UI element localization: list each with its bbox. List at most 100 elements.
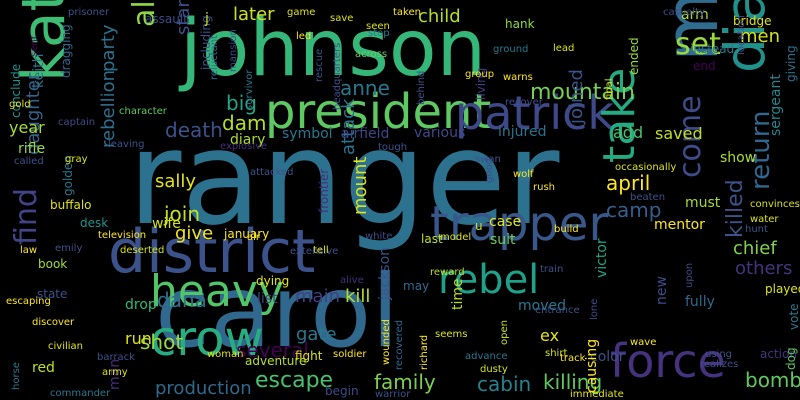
cloud-word: victor	[594, 238, 610, 278]
cloud-word: convinces	[750, 199, 800, 210]
cloud-word: instead	[690, 42, 735, 56]
cloud-word: save	[330, 13, 354, 24]
cloud-word: alive	[340, 275, 364, 286]
cloud-word: mansion	[228, 29, 239, 72]
cloud-word: captain	[58, 117, 96, 128]
cloud-word: various	[414, 125, 466, 141]
cloud-word: lead	[553, 43, 575, 54]
cloud-word: using	[705, 349, 733, 360]
cloud-word: seen	[366, 21, 390, 32]
cloud-word: escape	[255, 368, 334, 393]
cloud-word: upon	[684, 262, 695, 288]
cloud-word: group	[465, 69, 495, 80]
cloud-word: begin	[325, 384, 359, 398]
cloud-word: hank	[505, 17, 535, 31]
cloud-word: discover	[32, 317, 75, 328]
cloud-word: desk	[80, 216, 109, 230]
cloud-word: last	[421, 232, 443, 246]
cloud-word: red	[32, 360, 55, 376]
cloud-word: wounded	[381, 319, 392, 365]
cloud-word: ground	[493, 44, 529, 55]
cloud-word: others	[735, 258, 793, 279]
cloud-word: ended	[627, 37, 641, 75]
cloud-word: state	[37, 287, 68, 301]
cloud-word: dying	[256, 274, 290, 288]
cloud-word: open	[499, 320, 510, 345]
cloud-word: list	[257, 291, 278, 307]
cloud-word: vote	[787, 303, 800, 330]
cloud-word: sent	[29, 35, 40, 57]
cloud-word: attacked	[250, 167, 294, 178]
cloud-word: death	[165, 118, 223, 142]
cloud-word: time	[450, 278, 466, 310]
cloud-word: shot	[140, 330, 184, 354]
cloud-word: commander	[50, 388, 111, 399]
cloud-word: behind	[416, 70, 427, 105]
cloud-word: keith	[31, 53, 47, 88]
cloud-word: district	[108, 217, 316, 287]
cloud-word: water	[750, 214, 779, 225]
cloud-word: rifle	[18, 141, 46, 157]
cloud-word: advance	[465, 351, 508, 362]
cloud-word: airfield	[341, 126, 390, 142]
cloud-word: final	[604, 78, 615, 100]
cloud-word: show	[720, 150, 757, 166]
cloud-word: causing	[584, 338, 600, 393]
cloud-word: barrack	[97, 352, 135, 363]
cloud-word: wife	[152, 216, 181, 232]
cloud-word: mountain	[530, 80, 635, 105]
cloud-word: heavy	[150, 266, 284, 317]
cloud-word: case	[489, 214, 522, 230]
cloud-word: dragging	[59, 24, 73, 78]
cloud-word: reward	[430, 267, 465, 278]
cloud-word: force	[610, 334, 726, 388]
cloud-word: killing	[543, 370, 603, 394]
cloud-word: find	[9, 188, 44, 245]
cloud-word: u	[475, 219, 483, 233]
cloud-word: explosive	[220, 141, 268, 152]
cloud-word: stop	[368, 28, 390, 39]
cloud-word: game	[287, 7, 316, 18]
cloud-word: adventure	[245, 354, 307, 368]
cloud-word: family	[374, 370, 436, 394]
cloud-word: add	[613, 123, 644, 142]
cloud-word: prisoner	[68, 7, 110, 18]
cloud-word: carol	[155, 253, 400, 370]
cloud-word: swan	[475, 154, 501, 165]
cloud-word: j	[205, 11, 209, 27]
cloud-word: civilian	[48, 341, 83, 352]
cloud-word: rush	[533, 182, 555, 193]
cloud-word: led	[296, 31, 312, 42]
cloud-word: headquarters	[332, 42, 343, 110]
cloud-word: across	[355, 49, 388, 60]
cloud-word: may	[403, 279, 430, 293]
cloud-word: assault	[145, 12, 188, 26]
cloud-word: television	[98, 230, 147, 241]
cloud-word: entrance	[535, 305, 580, 316]
cloud-word: sally	[155, 171, 197, 192]
cloud-word: buffalo	[50, 198, 92, 212]
cloud-word: train	[540, 264, 564, 275]
cloud-word: year	[9, 118, 45, 137]
cloud-word: ranger	[128, 102, 560, 254]
cloud-word: join	[164, 202, 201, 226]
cloud-word: suit	[490, 232, 516, 248]
cloud-word: crow	[150, 311, 264, 367]
cloud-word: wave	[630, 337, 657, 348]
cloud-word: richard	[419, 334, 430, 370]
cloud-word: escaping	[6, 296, 51, 307]
cloud-word: white	[365, 231, 393, 242]
cloud-word: seems	[435, 329, 468, 340]
cloud-word: character	[119, 106, 167, 117]
cloud-word: hunt	[745, 224, 768, 235]
cloud-word: air	[247, 232, 261, 243]
cloud-word: lone	[589, 298, 600, 320]
cloud-word: bridge	[733, 14, 772, 28]
cloud-word: tell	[313, 245, 329, 256]
cloud-word: build	[554, 224, 579, 235]
cloud-word: mount	[350, 156, 371, 215]
cloud-word: played	[765, 282, 800, 296]
cloud-word: bomb	[745, 368, 800, 392]
cloud-word: injured	[498, 124, 547, 140]
cloud-word: new	[654, 276, 670, 305]
